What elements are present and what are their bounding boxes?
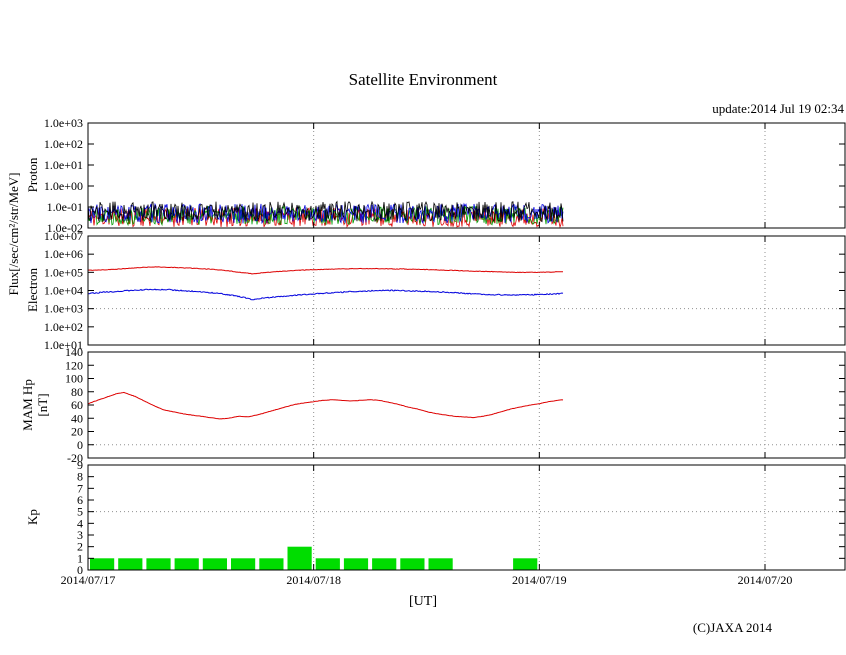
y-tick-label: 1.0e+01: [44, 158, 83, 172]
y-tick-label: 1.0e+03: [44, 302, 83, 316]
axis-ticks: [87, 351, 845, 459]
y-tick-label: 1.0e-01: [47, 200, 83, 214]
y-tick-label: 1.0e+06: [44, 247, 83, 261]
y-tick-label: 1.0e+02: [44, 137, 83, 151]
kp-bar: [315, 558, 340, 570]
x-axis-label: [UT]: [409, 594, 437, 609]
y-tick-label: 0: [77, 563, 83, 577]
panel-frame: [87, 351, 846, 459]
panel-electron: 1.0e+07 1.0e+06 1.0e+05 1.0e+04 1.0e+03 1.0e+…: [44, 229, 846, 352]
kp-bar: [90, 558, 115, 570]
gridlines: [88, 352, 845, 458]
series-proton-black-noise: [87, 200, 564, 223]
update-timestamp: update:2014 Jul 19 02:34: [712, 101, 844, 116]
y-tick-label: 7: [77, 481, 83, 495]
y-tick-label: -20: [67, 451, 83, 465]
y-tick-label: 1.0e+00: [44, 179, 83, 193]
gridlines: [313, 123, 766, 228]
y-tick-label: 1.0e+04: [44, 284, 83, 298]
x-tick-label: 2014/07/19: [512, 573, 567, 587]
y-tick-label: 0: [77, 438, 83, 452]
series-electron-low: [87, 288, 564, 301]
panel-frame: [87, 464, 846, 571]
y-tick-label: 8: [77, 470, 83, 484]
y-tick-label: 20: [71, 425, 83, 439]
y-tick-label: 140: [65, 345, 83, 359]
kp-bars: [90, 546, 538, 570]
y-tick-label: 80: [71, 385, 83, 399]
x-tick-label: 2014/07/20: [738, 573, 793, 587]
kp-bar: [146, 558, 171, 570]
y-tick-label: 1.0e+05: [44, 265, 83, 279]
kp-bar: [513, 558, 538, 570]
series-electron-high: [87, 266, 564, 275]
y-tick-label: 3: [77, 528, 83, 542]
y-tick-label: 6: [77, 493, 83, 507]
y-tick-label: 120: [65, 358, 83, 372]
series-hp-line: [87, 391, 564, 420]
kp-bar: [118, 558, 143, 570]
y-tick-label: 9: [77, 458, 83, 472]
gridlines: [88, 465, 845, 570]
y-tick-label: 4: [77, 516, 83, 530]
kp-bar: [174, 558, 199, 570]
y-tick-label: 100: [65, 372, 83, 386]
panel-proton: 1.0e+03 1.0e+02 1.0e+01 1.0e+00 1.0e-01 1.0e-…: [44, 116, 846, 235]
y-tick-label: 40: [71, 411, 83, 425]
y-tick-labels: 1.0e+07 1.0e+06 1.0e+05 1.0e+04 1.0e+03 1.0e+…: [44, 229, 83, 352]
y-tick-label: 60: [71, 398, 83, 412]
kp-bar: [259, 558, 284, 570]
y-tick-labels: 1.0e+03 1.0e+02 1.0e+01 1.0e+00 1.0e-01 1.0e-…: [44, 116, 83, 235]
y-tick-label: 1.0e+07: [44, 229, 83, 243]
y-tick-label: 1: [77, 551, 83, 565]
x-tick-labels: 2014/07/17 2014/07/18 2014/07/19 2014/07/20: [61, 573, 793, 587]
y-tick-label: 1.0e+03: [44, 116, 83, 130]
axis-ticks: [87, 122, 845, 229]
panel-frame: [87, 122, 846, 229]
kp-bar: [343, 558, 369, 570]
y-tick-label: 1.0e+02: [44, 320, 83, 334]
kp-bar: [428, 558, 453, 570]
y-tick-label: 1.0e-02: [47, 221, 83, 235]
y-tick-label: 2: [77, 540, 83, 554]
axis-ticks: [87, 464, 845, 571]
axis-ticks: [87, 235, 845, 346]
kp-bar: [400, 558, 425, 570]
kp-bar: [287, 546, 312, 570]
kp-bar: [372, 558, 397, 570]
y-tick-label: 5: [77, 505, 83, 519]
x-tick-label: 2014/07/17: [61, 573, 116, 587]
panel-frame: [87, 235, 846, 346]
kp-bar: [202, 558, 227, 570]
y-tick-label: 1.0e+01: [44, 338, 83, 352]
copyright: (C)JAXA 2014: [692, 620, 772, 635]
chart-title: Satellite Environment: [348, 70, 498, 89]
gridlines: [88, 236, 845, 345]
x-tick-label: 2014/07/18: [286, 573, 341, 587]
kp-bar: [231, 558, 256, 570]
